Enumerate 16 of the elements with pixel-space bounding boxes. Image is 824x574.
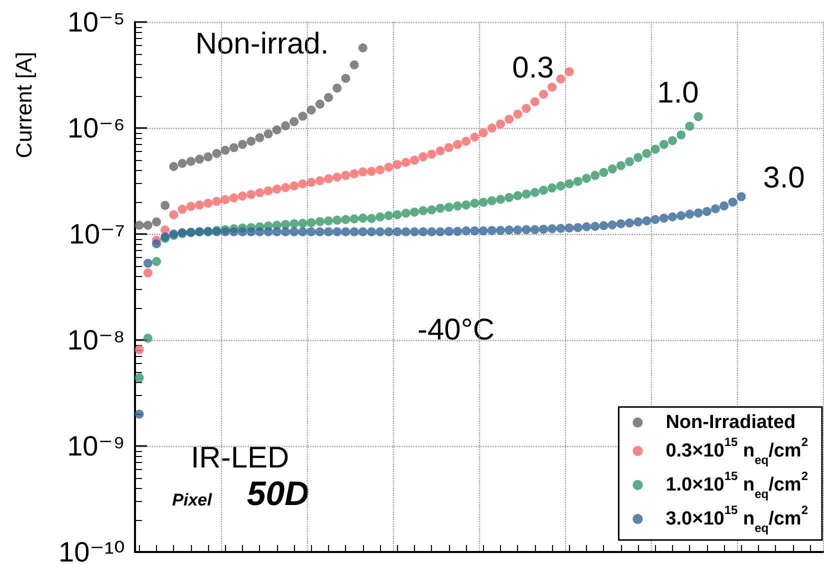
annotation: 1.0	[657, 76, 699, 110]
annotation: IR-LED	[190, 442, 290, 474]
annotation: Non-irrad.	[195, 28, 329, 60]
y-tick-label: 10⁻⁷	[68, 218, 125, 250]
annotation: 0.3	[512, 52, 554, 84]
y-tick-label: 10⁻⁹	[67, 430, 125, 462]
y-tick-label: 10⁻⁸	[67, 324, 125, 356]
annotation: 3.0	[763, 162, 805, 194]
y-tick-label: 10⁻¹⁰	[58, 536, 125, 568]
annotation: 50D	[246, 475, 310, 513]
annotation: -40°C	[417, 314, 495, 346]
legend-label: Non-Irradiated	[666, 412, 796, 433]
y-tick-label: 10⁻⁵	[67, 6, 125, 38]
y-axis-title: Current [A]	[12, 52, 36, 158]
y-tick-label: 10⁻⁶	[68, 112, 125, 144]
annotation: Pixel	[172, 490, 214, 510]
